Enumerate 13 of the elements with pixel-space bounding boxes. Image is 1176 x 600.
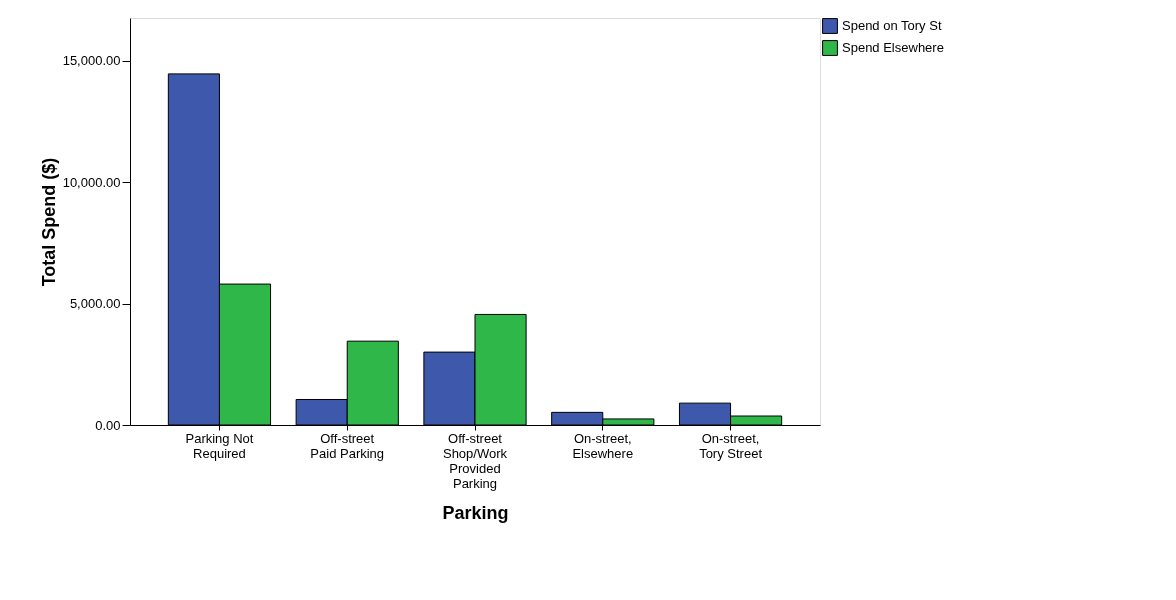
x-tick-label: Off-street Shop/Work Provided Parking — [442, 430, 508, 491]
x-tick-label: Off-street Paid Parking — [310, 430, 385, 461]
y-tick-label: 15,000.00 — [62, 53, 121, 69]
y-axis-title: Total Spend ($) — [38, 157, 59, 287]
x-tick-label: Parking Not Required — [185, 430, 254, 461]
legend-label: Spend on Tory St — [842, 18, 942, 33]
y-tick-label: 5,000.00 — [69, 296, 121, 312]
y-tick-label: 0.00 — [95, 417, 121, 433]
legend-label: Spend Elsewhere — [842, 40, 944, 55]
x-tick-label: On-street, Elsewhere — [572, 430, 634, 461]
y-tick-label: 10,000.00 — [62, 174, 121, 190]
x-tick-label: On-street, Tory Street — [699, 430, 763, 461]
x-axis-title: Parking — [442, 502, 509, 523]
